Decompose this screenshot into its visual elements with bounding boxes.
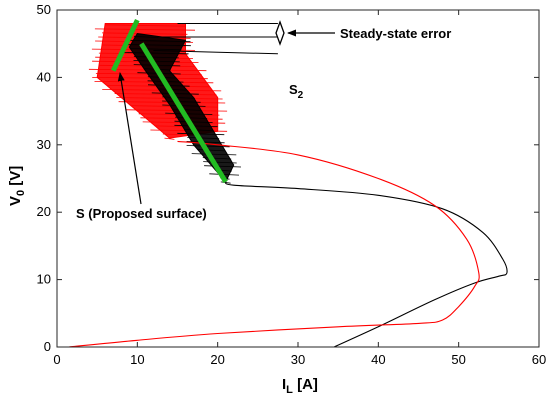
y-tick-label: 50: [37, 2, 51, 17]
x-axis-label-unit: [A]: [293, 376, 318, 393]
chatter-stroke: [202, 157, 232, 160]
y-tick-label: 20: [37, 204, 51, 219]
chatter-stroke: [128, 39, 191, 43]
sliding-surface-line-0: [110, 19, 140, 72]
s-surface-arrow: [117, 72, 142, 205]
y-tick-label: 30: [37, 137, 51, 152]
chatter-stroke: [92, 77, 208, 80]
s-surface-label: S (Proposed surface): [76, 206, 207, 221]
x-axis-label-main: I: [282, 376, 286, 393]
annotation-leader-s2-0: [153, 49, 278, 55]
y-axis-label-sub: 0: [15, 190, 27, 196]
trajectory-series-0: [225, 181, 508, 348]
chatter-stroke: [162, 100, 201, 103]
chatter-stroke: [187, 137, 220, 140]
chatter-stroke: [164, 137, 175, 140]
x-tick-label: 50: [451, 352, 465, 367]
chatter-stroke: [101, 32, 188, 35]
y-tick-label: 10: [37, 272, 51, 287]
chatter-stroke: [123, 44, 191, 47]
chatter-stroke: [133, 56, 179, 59]
x-axis-label-sub: L: [286, 384, 293, 396]
chatter-stroke: [133, 60, 180, 63]
chatter-stroke: [174, 124, 218, 127]
steady-state-error-bracket: [275, 20, 285, 46]
s2-label-sub: 2: [298, 90, 304, 101]
y-tick-label: 0: [44, 339, 51, 354]
chatter-stroke: [123, 52, 189, 55]
chatter-stroke: [175, 116, 208, 119]
chatter-stroke: [104, 24, 186, 27]
chatter-stroke: [151, 92, 199, 95]
y-axis-label-main: V: [7, 196, 24, 206]
x-tick-label: 10: [130, 352, 144, 367]
x-tick-label: 40: [371, 352, 385, 367]
chatter-stroke: [162, 104, 206, 107]
x-tick-label: 30: [291, 352, 305, 367]
x-tick-label: 60: [532, 352, 546, 367]
chatter-stroke: [203, 161, 237, 164]
s2-label-main: S: [289, 82, 298, 97]
chatter-stroke: [165, 112, 213, 115]
chatter-stroke: [133, 35, 159, 38]
chatter-stroke: [183, 128, 213, 131]
chatter-stroke: [174, 120, 213, 123]
y-axis-label: V0 [V]: [7, 166, 27, 206]
chatter-stroke: [171, 108, 201, 111]
s2-label: S2: [289, 82, 304, 101]
y-tick-label: 40: [37, 69, 51, 84]
chatter-stroke: [191, 153, 237, 156]
chatter-stroke: [204, 165, 242, 168]
x-tick-label: 20: [210, 352, 224, 367]
sliding-surface-line-1: [139, 42, 228, 184]
y-axis-label-unit: [V]: [7, 166, 24, 190]
chatter-stroke: [129, 48, 182, 51]
chatter-stroke: [94, 28, 196, 31]
x-axis-label: IL [A]: [282, 376, 318, 396]
chatter-stroke: [186, 141, 225, 144]
trajectory-series-1: [68, 140, 480, 348]
chatter-stroke: [197, 149, 225, 152]
chatter-stroke: [186, 145, 230, 148]
chatter-stroke: [177, 132, 225, 136]
x-tick-label: 0: [53, 352, 60, 367]
chatter-stroke: [162, 96, 195, 99]
chatter-stroke: [209, 173, 240, 176]
steady-state-error-label: Steady-state error: [340, 26, 451, 41]
